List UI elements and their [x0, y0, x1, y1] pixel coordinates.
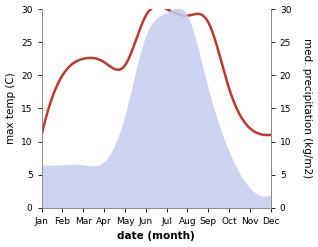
- Y-axis label: max temp (C): max temp (C): [5, 73, 16, 144]
- Y-axis label: med. precipitation (kg/m2): med. precipitation (kg/m2): [302, 38, 313, 179]
- X-axis label: date (month): date (month): [117, 231, 195, 242]
